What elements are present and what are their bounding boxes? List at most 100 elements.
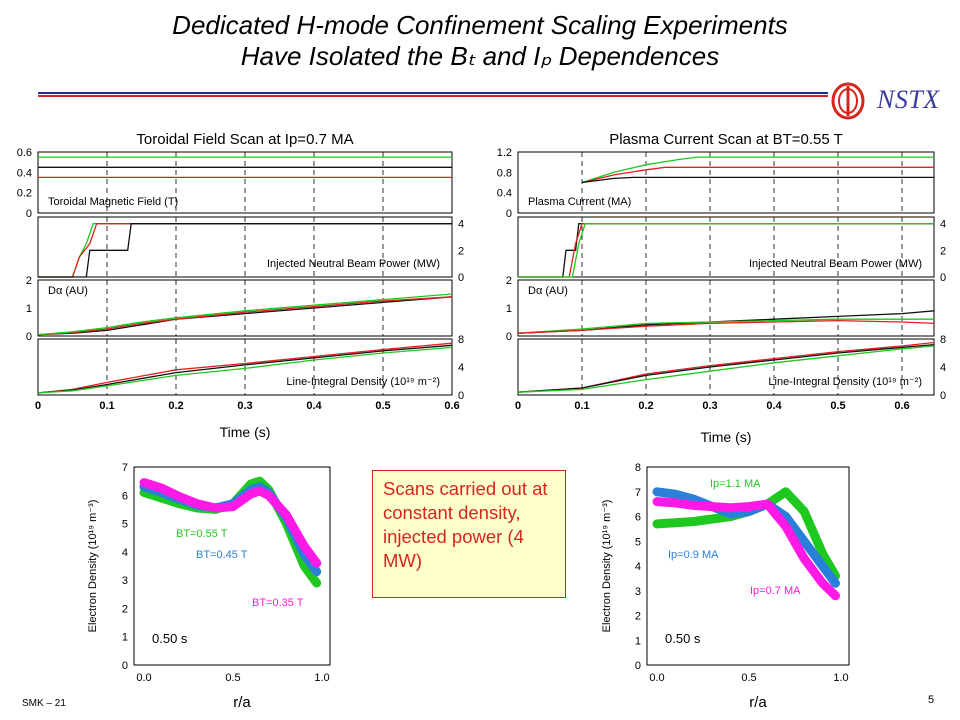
- bt-scan-ytick: 0: [458, 272, 464, 284]
- profile-bt-ytick: 2: [122, 603, 128, 615]
- profile-ip-ytick: 6: [635, 512, 641, 524]
- title-line-2: Have Isolated the Bₜ and Iₚ Dependences: [240, 41, 720, 71]
- profile-ip-ytick: 0: [635, 660, 641, 672]
- profile-ip-ytick: 5: [635, 536, 641, 548]
- ip-scan-xtick: 0.6: [894, 400, 909, 412]
- ip-scan-series-red: [517, 319, 935, 334]
- ip-scan-xtick: 0.1: [574, 400, 589, 412]
- scan-callout: Scans carried out at constant density, i…: [372, 470, 566, 598]
- bt-scan-series-green: [37, 293, 453, 336]
- profile-bt-ytick: 1: [122, 632, 128, 644]
- ip-scan-panel-label: Plasma Current (MA): [528, 196, 631, 208]
- bt-scan-ytick: 0: [26, 331, 32, 343]
- profile-bt-xtick: 0.5: [225, 672, 240, 684]
- profile-bt-xtick: 0.0: [136, 672, 151, 684]
- profile-bt-time-label: 0.50 s: [152, 631, 188, 646]
- bt-scan-panel-label: Line-Integral Density (10¹⁹ m⁻²): [286, 376, 440, 388]
- bt-scan-xtick: 0.6: [444, 400, 459, 412]
- bt-scan-series-red: [37, 296, 453, 336]
- ip-scan-ytick: 0: [940, 272, 946, 284]
- ip-scan-panel-frame: [517, 151, 935, 214]
- ip-scan-ytick: 1.2: [497, 147, 512, 159]
- profile-bt-series-label: BT=0.45 T: [196, 549, 248, 561]
- ip-scan-series-green: [517, 345, 935, 393]
- ip-scan-xlabel: Time (s): [701, 429, 752, 445]
- ip-scan-panel-label: Dα (AU): [528, 285, 568, 297]
- bt-scan-panel-label: Dα (AU): [48, 285, 88, 297]
- profile-ip-time-label: 0.50 s: [665, 631, 701, 646]
- ip-scan-ytick: 0.4: [497, 188, 512, 200]
- title-line-1: Dedicated H-mode Confinement Scaling Exp…: [172, 10, 788, 40]
- profile-ip-series-label: Ip=0.9 MA: [668, 549, 719, 561]
- bt-scan-series-red: [37, 342, 453, 394]
- bt-scan-xtick: 0.3: [237, 400, 252, 412]
- ip-scan-panel-frame: [517, 279, 935, 337]
- profile-bt-ytick: 6: [122, 490, 128, 502]
- ip-scan-series-black: [581, 176, 934, 184]
- profile-bt-ytick: 4: [122, 547, 128, 559]
- profile-bt-series-label: BT=0.35 T: [252, 597, 304, 609]
- page-number: 5: [928, 694, 935, 706]
- bt-scan-ytick: 2: [458, 245, 464, 257]
- profile-ip-series-label: Ip=1.1 MA: [710, 478, 761, 490]
- profile-bt-frame: [133, 466, 331, 666]
- bt-scan-xtick: 0.1: [99, 400, 114, 412]
- profile-bt-ytick: 5: [122, 519, 128, 531]
- bt-scan-xtick: 0.5: [375, 400, 390, 412]
- profile-ip-ytick: 1: [635, 635, 641, 647]
- ip-scan-ytick: 0: [940, 390, 946, 402]
- ip-scan-series-black: [517, 343, 935, 393]
- profile-ip-band-blue: [652, 487, 840, 588]
- bt-scan-ytick: 8: [458, 334, 464, 346]
- ip-scan-panel-label: Line-Integral Density (10¹⁹ m⁻²): [768, 376, 922, 388]
- ip-scan-ytick: 1: [506, 303, 512, 315]
- profile-ip-xlabel: r/a: [749, 694, 767, 711]
- bt-scan-series-black: [37, 344, 453, 394]
- profile-ip-ytick: 7: [635, 487, 641, 499]
- bt-scan-ytick: 0.4: [17, 167, 32, 179]
- profile-ip-ytick: 4: [635, 561, 641, 573]
- profile-ip-ytick: 3: [635, 586, 641, 598]
- ip-scan-ytick: 4: [940, 219, 946, 231]
- bt-scan-ytick: 1: [26, 303, 32, 315]
- title-rule-blue: [38, 92, 828, 94]
- profile-ip-series-label: Ip=0.7 MA: [750, 585, 801, 597]
- profile-bt-xtick: 1.0: [314, 672, 329, 684]
- ip-scan-xtick: 0.4: [766, 400, 782, 412]
- profile-bt-ylabel: Electron Density (10¹⁹ m⁻³): [87, 500, 99, 633]
- bt-scan-ytick: 0: [26, 208, 32, 220]
- ip-scan-ytick: 0: [506, 208, 512, 220]
- profile-ip-ytick: 8: [635, 462, 641, 474]
- profile-bt-ytick: 3: [122, 575, 128, 587]
- ip-scan-panel-label: Injected Neutral Beam Power (MW): [749, 258, 922, 270]
- profile-bt-ytick: 7: [122, 462, 128, 474]
- nstx-logo-icon: [831, 82, 865, 120]
- bt-scan-xtick: 0.2: [168, 400, 183, 412]
- bt-scan-xlabel: Time (s): [220, 424, 271, 440]
- ip-scan-series-green: [517, 318, 934, 334]
- nstx-logo-text: NSTX: [877, 85, 940, 114]
- profile-ip-xtick: 0.0: [649, 672, 664, 684]
- profile-ip-ytick: 2: [635, 611, 641, 623]
- profile-ip-xtick: 0.5: [741, 672, 756, 684]
- ip-scan-panel-frame: [517, 338, 935, 396]
- ip-scan-ytick: 2: [940, 245, 946, 257]
- bt-scan-series-green: [37, 346, 453, 394]
- ip-scan-ytick: 0.8: [497, 167, 512, 179]
- profile-bt-band-magenta: [139, 478, 322, 568]
- ip-scan-series-green: [518, 223, 934, 278]
- bt-scan-ytick: 4: [458, 219, 464, 231]
- ip-scan-title: Plasma Current Scan at BT=0.55 T: [609, 131, 843, 148]
- footer-author: SMK – 21: [22, 698, 66, 709]
- bt-scan-title: Toroidal Field Scan at Ip=0.7 MA: [136, 131, 353, 148]
- profile-ip-frame: [646, 466, 850, 666]
- bt-scan-panel-label: Injected Neutral Beam Power (MW): [267, 258, 440, 270]
- slide-title: Dedicated H-mode Confinement Scaling Exp…: [0, 10, 960, 72]
- ip-scan-xtick: 0.5: [830, 400, 845, 412]
- ip-scan-panel-frame: [517, 216, 935, 278]
- profile-ip-ylabel: Electron Density (10¹⁹ m⁻³): [601, 500, 613, 633]
- bt-scan-ytick: 2: [26, 275, 32, 287]
- profile-bt-ytick: 0: [122, 660, 128, 672]
- bt-scan-ytick: 0: [458, 390, 464, 402]
